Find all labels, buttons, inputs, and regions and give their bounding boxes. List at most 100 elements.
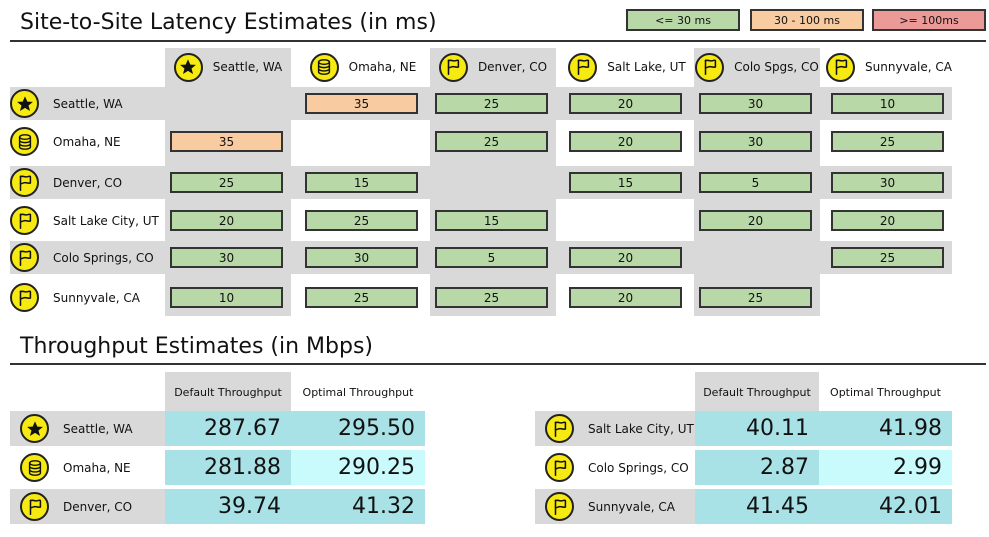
flag-icon — [20, 492, 49, 521]
latency-cell: 20 — [831, 210, 944, 231]
column-header: Salt Lake, UT — [564, 48, 690, 86]
latency-cell: 25 — [305, 287, 418, 308]
latency-cell: 15 — [435, 210, 548, 231]
flag-icon — [545, 453, 574, 482]
column-header-label: Salt Lake, UT — [607, 60, 686, 74]
legend-orange: 30 - 100 ms — [750, 9, 864, 31]
row-header: Seattle, WA — [0, 87, 165, 120]
latency-cell: 30 — [305, 247, 418, 268]
database-icon — [20, 453, 49, 482]
default-throughput-value: 2.87 — [695, 450, 819, 485]
optimal-throughput-value: 295.50 — [291, 411, 425, 446]
flag-icon — [695, 52, 725, 82]
column-header: Colo Spgs, CO — [694, 48, 820, 86]
latency-cell: 30 — [699, 131, 812, 152]
latency-cell: 25 — [831, 247, 944, 268]
latency-cell: 35 — [170, 131, 283, 152]
default-throughput-value: 281.88 — [165, 450, 291, 485]
column-header: Seattle, WA — [165, 48, 291, 86]
latency-cell: 25 — [699, 287, 812, 308]
throughput-row-label: Denver, CO — [63, 499, 133, 514]
flag-icon — [545, 492, 574, 521]
latency-cell: 10 — [170, 287, 283, 308]
column-header-label: Seattle, WA — [212, 60, 283, 74]
right-default-header: Default Throughput — [695, 372, 819, 412]
latency-cell: 25 — [831, 131, 944, 152]
latency-cell: 15 — [305, 172, 418, 193]
column-header-label: Sunnyvale, CA — [865, 60, 952, 74]
latency-cell: 30 — [699, 93, 812, 114]
throughput-row-header: Sunnyvale, CA — [535, 489, 695, 524]
latency-cell: 20 — [569, 93, 682, 114]
column-header-label: Colo Spgs, CO — [734, 60, 819, 74]
flag-icon — [438, 52, 468, 82]
row-header: Sunnyvale, CA — [0, 281, 165, 314]
latency-cell: 5 — [699, 172, 812, 193]
latency-cell: 25 — [305, 210, 418, 231]
default-throughput-value: 40.11 — [695, 411, 819, 446]
latency-cell: 5 — [435, 247, 548, 268]
latency-cell: 15 — [569, 172, 682, 193]
default-throughput-value: 39.74 — [165, 489, 291, 524]
star-icon — [173, 52, 203, 82]
optimal-throughput-value: 41.32 — [291, 489, 425, 524]
throughput-row-label: Seattle, WA — [63, 421, 133, 436]
throughput-row-header: Denver, CO — [10, 489, 165, 524]
column-header: Omaha, NE — [300, 48, 426, 86]
latency-cell: 25 — [170, 172, 283, 193]
latency-cell: 20 — [699, 210, 812, 231]
row-header-label: Seattle, WA — [53, 96, 123, 111]
default-throughput-value: 41.45 — [695, 489, 819, 524]
flag-icon — [10, 168, 39, 197]
throughput-divider — [10, 363, 986, 365]
throughput-row-header: Seattle, WA — [10, 411, 165, 446]
star-icon — [20, 414, 49, 443]
latency-cell: 35 — [305, 93, 418, 114]
database-icon — [10, 127, 39, 156]
star-icon — [10, 89, 39, 118]
column-header-label: Denver, CO — [477, 60, 548, 74]
latency-cell: 25 — [435, 93, 548, 114]
row-header: Colo Springs, CO — [0, 241, 165, 274]
latency-divider — [10, 40, 986, 42]
latency-cell: 10 — [831, 93, 944, 114]
flag-icon — [10, 243, 39, 272]
latency-cell: 20 — [569, 287, 682, 308]
row-header-label: Denver, CO — [53, 175, 123, 190]
optimal-throughput-value: 42.01 — [819, 489, 952, 524]
throughput-title: Throughput Estimates (in Mbps) — [20, 334, 373, 359]
throughput-row-header: Omaha, NE — [10, 450, 165, 485]
column-header: Denver, CO — [430, 48, 556, 86]
throughput-row-header: Colo Springs, CO — [535, 450, 695, 485]
legend-green: <= 30 ms — [626, 9, 740, 31]
left-default-header: Default Throughput — [165, 372, 291, 412]
latency-cell: 25 — [435, 287, 548, 308]
optimal-throughput-value: 290.25 — [291, 450, 425, 485]
flag-icon — [568, 52, 598, 82]
row-header-label: Sunnyvale, CA — [53, 290, 140, 305]
flag-icon — [545, 414, 574, 443]
left-optimal-header: Optimal Throughput — [302, 385, 414, 399]
latency-cell: 30 — [170, 247, 283, 268]
latency-cell: 20 — [569, 247, 682, 268]
column-header: Sunnyvale, CA — [826, 48, 952, 86]
row-header: Denver, CO — [0, 166, 165, 199]
throughput-row-label: Colo Springs, CO — [588, 460, 689, 475]
optimal-throughput-value: 41.98 — [819, 411, 952, 446]
throughput-row-label: Sunnyvale, CA — [588, 499, 675, 514]
right-optimal-header: Optimal Throughput — [830, 385, 941, 399]
latency-cell: 25 — [435, 131, 548, 152]
latency-cell: 20 — [170, 210, 283, 231]
throughput-row-header: Salt Lake City, UT — [535, 411, 695, 446]
row-header: Salt Lake City, UT — [0, 204, 165, 237]
throughput-row-label: Omaha, NE — [63, 460, 131, 475]
latency-title: Site-to-Site Latency Estimates (in ms) — [20, 10, 437, 35]
row-header: Omaha, NE — [0, 125, 165, 158]
latency-cell: 20 — [569, 131, 682, 152]
legend-red: >= 100ms — [872, 9, 986, 31]
flag-icon — [10, 283, 39, 312]
flag-icon — [10, 206, 39, 235]
row-header-label: Salt Lake City, UT — [53, 213, 159, 228]
row-header-label: Omaha, NE — [53, 134, 121, 149]
optimal-throughput-value: 2.99 — [819, 450, 952, 485]
